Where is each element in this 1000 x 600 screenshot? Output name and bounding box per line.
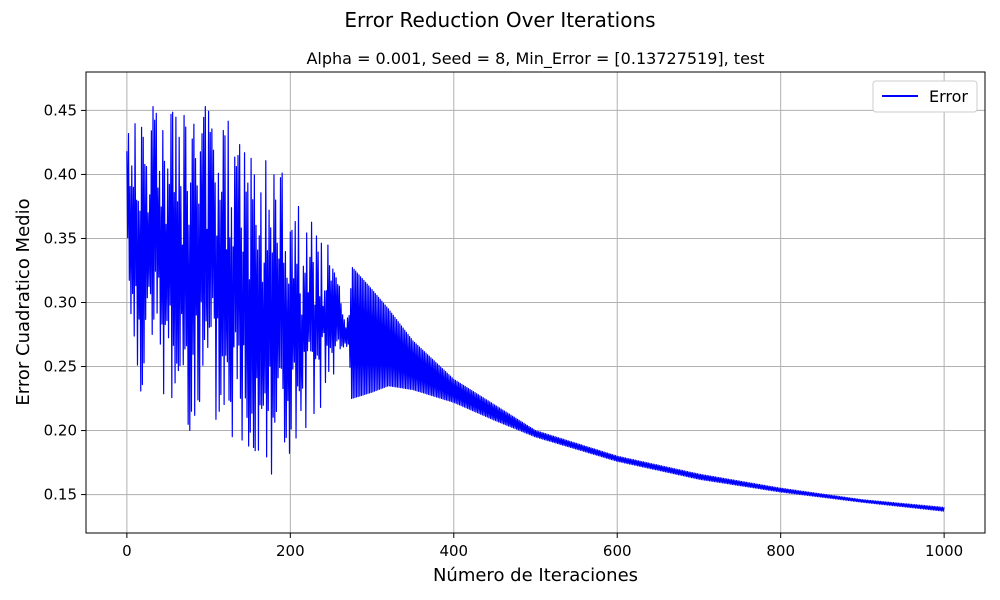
x-axis-label: Número de Iteraciones — [433, 565, 638, 586]
y-tick-label: 0.35 — [44, 229, 77, 247]
y-tick-label: 0.25 — [44, 358, 77, 376]
chart-title: Alpha = 0.001, Seed = 8, Min_Error = [0.… — [306, 49, 764, 69]
x-tick-label: 600 — [603, 542, 632, 560]
y-axis-ticks: 0.15 0.20 0.25 0.30 0.35 0.40 0.45 — [44, 101, 86, 504]
y-axis-label: Error Cuadratico Medio — [13, 198, 34, 405]
y-tick-label: 0.15 — [44, 486, 77, 504]
y-tick-label: 0.30 — [44, 294, 77, 312]
series-error-line — [126, 105, 945, 512]
x-tick-label: 800 — [766, 542, 795, 560]
x-tick-label: 0 — [122, 542, 132, 560]
legend-label-error: Error — [929, 87, 968, 106]
legend-box — [872, 80, 978, 113]
x-tick-label: 200 — [276, 542, 305, 560]
x-tick-label: 400 — [439, 542, 468, 560]
grid-lines — [86, 72, 985, 533]
x-axis-ticks: 0 200 400 600 800 1000 — [122, 533, 963, 560]
y-tick-label: 0.45 — [44, 101, 77, 119]
figure-suptitle: Error Reduction Over Iterations — [344, 8, 656, 32]
x-tick-label: 1000 — [925, 542, 963, 560]
series-layer — [126, 105, 945, 512]
legend: Error — [872, 80, 978, 113]
y-tick-label: 0.40 — [44, 165, 77, 183]
y-tick-label: 0.20 — [44, 422, 77, 440]
